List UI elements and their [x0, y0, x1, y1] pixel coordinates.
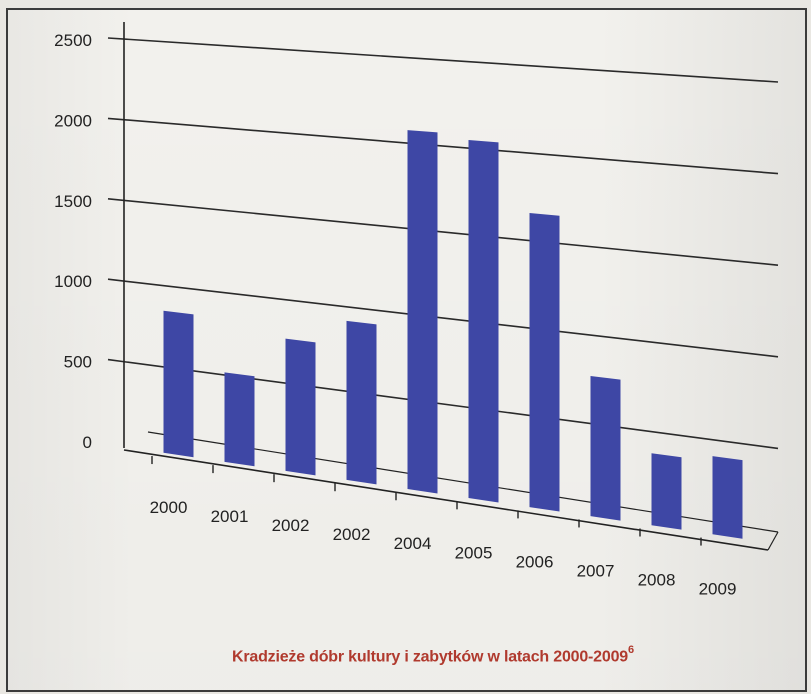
x-tick-label: 2002: [272, 516, 310, 535]
bar: [285, 338, 316, 476]
x-tick-label: 2004: [394, 534, 432, 553]
bar: [468, 140, 499, 503]
x-tick-label: 2008: [638, 570, 676, 589]
x-tick-label: 2002: [333, 525, 371, 544]
bar: [651, 453, 682, 530]
x-axis-side-edge: [767, 531, 779, 551]
chart-caption: Kradzieże dóbr kultury i zabytków w lata…: [232, 644, 662, 666]
y-tick-labels: 0 500 1000 1500 2000 2500: [54, 31, 92, 452]
y-tick-label: 500: [64, 353, 92, 372]
x-tick-label: 2000: [150, 498, 188, 517]
y-tick-label: 1500: [54, 192, 92, 211]
bar: [407, 130, 438, 494]
x-tick-label: 2006: [516, 552, 554, 571]
bar: [163, 310, 194, 458]
gridline: [107, 358, 779, 450]
x-tick-label: 2009: [699, 580, 737, 599]
gridline: [107, 117, 779, 175]
chart-caption-text: Kradzieże dóbr kultury i zabytków w lata…: [232, 648, 628, 666]
x-tick-labels: 2000 2001 2002 2002 2004 2005 2006 2007 2008 2009: [150, 498, 737, 599]
gridline: [107, 37, 779, 83]
bar: [590, 375, 621, 521]
y-tick-label: 2500: [54, 31, 92, 50]
x-tick-label: 2001: [211, 507, 249, 526]
bars: [163, 130, 743, 539]
caption-footnote: 6: [627, 644, 634, 656]
x-tick-label: 2005: [455, 543, 493, 562]
gridline: [107, 278, 779, 358]
gridline: [107, 198, 779, 266]
x-axis-front-edge: [123, 449, 769, 551]
bar: [346, 320, 377, 485]
y-tick-label: 0: [83, 433, 92, 452]
bar: [224, 372, 255, 467]
y-tick-label: 2000: [54, 111, 92, 130]
gridlines: [107, 37, 779, 450]
bar: [712, 456, 743, 539]
y-tick-label: 1000: [54, 272, 92, 291]
x-tick-label: 2007: [577, 561, 615, 580]
bar: [529, 212, 560, 512]
